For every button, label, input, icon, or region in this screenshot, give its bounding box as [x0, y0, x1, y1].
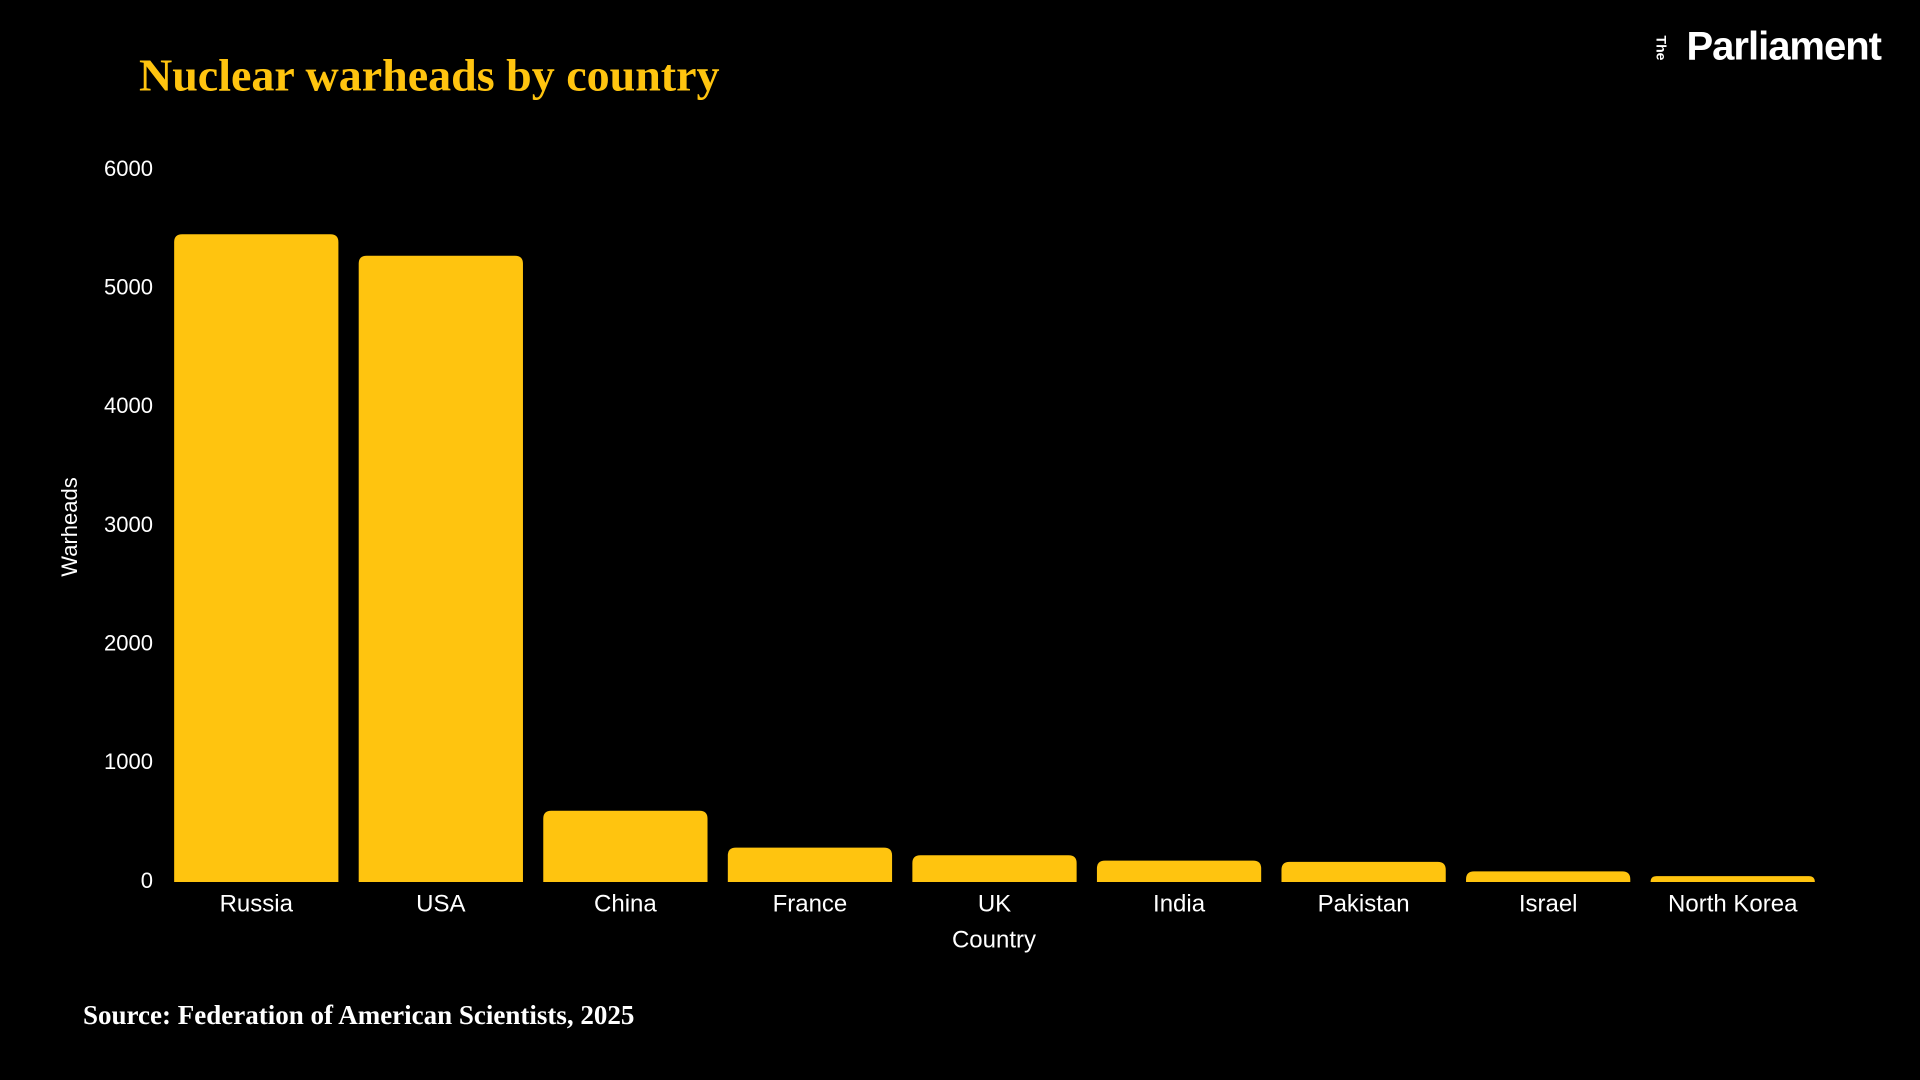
x-tick-label: North Korea	[1668, 890, 1798, 917]
x-tick-label: France	[773, 890, 848, 917]
y-tick-label: 6000	[104, 156, 153, 181]
x-tick-label: Russia	[220, 890, 294, 917]
x-tick-label: Israel	[1519, 890, 1578, 917]
y-tick-label: 2000	[104, 630, 153, 655]
y-tick-label: 1000	[104, 749, 153, 774]
x-tick-label: USA	[416, 890, 465, 917]
x-tick-label: China	[594, 890, 657, 917]
chart-title: Nuclear warheads by country	[139, 50, 720, 101]
bar	[727, 847, 893, 882]
bar	[1650, 876, 1815, 882]
x-tick-label: UK	[978, 890, 1011, 917]
bar	[1281, 861, 1446, 882]
bar	[1096, 860, 1262, 882]
x-tick-label: India	[1153, 890, 1206, 917]
x-tick-label: Pakistan	[1318, 890, 1410, 917]
bar	[543, 810, 708, 882]
bar	[1466, 871, 1631, 882]
y-axis-title: Warheads	[57, 477, 82, 576]
y-tick-label: 5000	[104, 274, 153, 299]
y-tick-label: 3000	[104, 512, 153, 537]
y-tick-label: 4000	[104, 393, 153, 418]
logo: Parliament	[1686, 25, 1881, 69]
source: Source: Federation of American Scientist…	[83, 1000, 634, 1030]
x-axis-title: Country	[952, 926, 1036, 953]
y-tick-label: 0	[141, 868, 153, 893]
bar	[912, 855, 1077, 882]
logo-small: The	[1653, 36, 1669, 61]
bar	[174, 234, 339, 882]
bar	[358, 255, 523, 882]
